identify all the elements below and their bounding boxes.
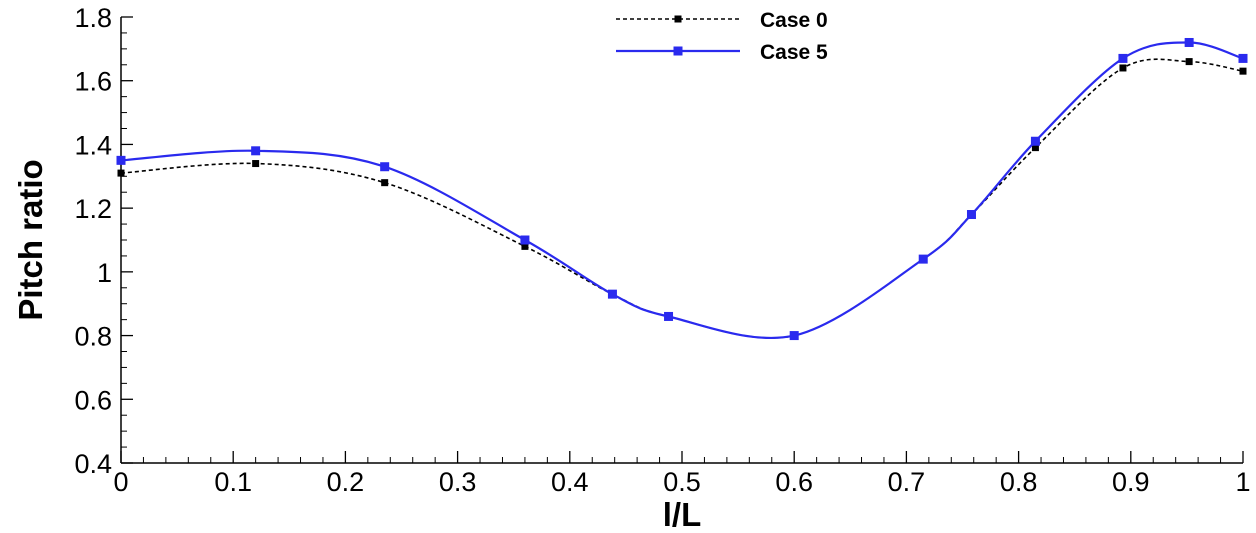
- data-point-marker: [117, 169, 125, 177]
- data-point-marker: [521, 242, 529, 250]
- x-tick-label: 0.8: [1000, 467, 1038, 497]
- data-point-marker: [607, 289, 617, 299]
- y-tick-label: 1.8: [74, 3, 112, 33]
- data-point-marker: [252, 160, 260, 168]
- data-point-marker: [1030, 136, 1040, 146]
- data-point-marker: [1184, 37, 1194, 47]
- y-tick-label: 0.6: [74, 385, 112, 415]
- data-point-marker: [1119, 64, 1127, 72]
- axis-ticks: 0 0.1 0.2 0.3 0.4 0.5 0.6 0.7 0.8 0.9 1 0.4 0.6 0.8 1 1…: [74, 3, 1250, 497]
- legend-item: Case 5: [616, 41, 828, 64]
- y-tick-label: 0.8: [74, 322, 112, 352]
- y-tick-label: 1.6: [74, 67, 112, 97]
- y-tick-label: 1.4: [74, 130, 112, 160]
- data-point-marker: [1238, 53, 1248, 63]
- data-point-marker: [918, 254, 928, 264]
- data-point-marker: [116, 155, 126, 165]
- x-tick-label: 0.9: [1112, 467, 1150, 497]
- data-point-marker: [1239, 67, 1247, 75]
- y-tick-label: 1: [97, 258, 112, 288]
- series-line: [120, 41, 1244, 340]
- x-tick-label: 0.2: [327, 467, 365, 497]
- legend-label: Case 5: [760, 41, 828, 64]
- data-point-marker: [1118, 53, 1128, 63]
- x-tick-label: 0.6: [775, 467, 813, 497]
- data-point-marker: [381, 179, 389, 187]
- legend-swatch-marker: [673, 46, 683, 56]
- x-tick-label: 0.3: [439, 467, 477, 497]
- data-point-marker: [380, 162, 390, 172]
- data-point-marker: [520, 235, 530, 245]
- y-tick-label: 1.2: [74, 194, 112, 224]
- x-axis-title: l/L: [663, 496, 702, 533]
- x-tick-label: 0.5: [663, 467, 701, 497]
- plot-axes: [120, 17, 1243, 464]
- x-tick-label: 0.7: [888, 467, 926, 497]
- data-point-marker: [789, 331, 799, 341]
- y-tick-label: 0.4: [74, 449, 112, 479]
- x-tick-label: 0.4: [551, 467, 589, 497]
- data-point-marker: [664, 311, 674, 321]
- data-point-marker: [966, 210, 976, 220]
- data-point-marker: [1031, 144, 1039, 152]
- legend-item: Case 0: [616, 9, 828, 32]
- x-tick-label: 1: [1235, 467, 1250, 497]
- series-case-5: [116, 37, 1248, 341]
- y-axis-title: Pitch ratio: [12, 159, 49, 320]
- data-point-marker: [251, 146, 261, 156]
- series-layer: [116, 37, 1248, 341]
- series-case-0: [117, 58, 1247, 340]
- legend: Case 0 Case 5: [616, 9, 828, 64]
- x-tick-label: 0: [113, 467, 128, 497]
- x-tick-label: 0.1: [214, 467, 252, 497]
- legend-swatch-marker: [674, 15, 682, 23]
- legend-label: Case 0: [760, 9, 828, 32]
- data-point-marker: [1185, 58, 1193, 66]
